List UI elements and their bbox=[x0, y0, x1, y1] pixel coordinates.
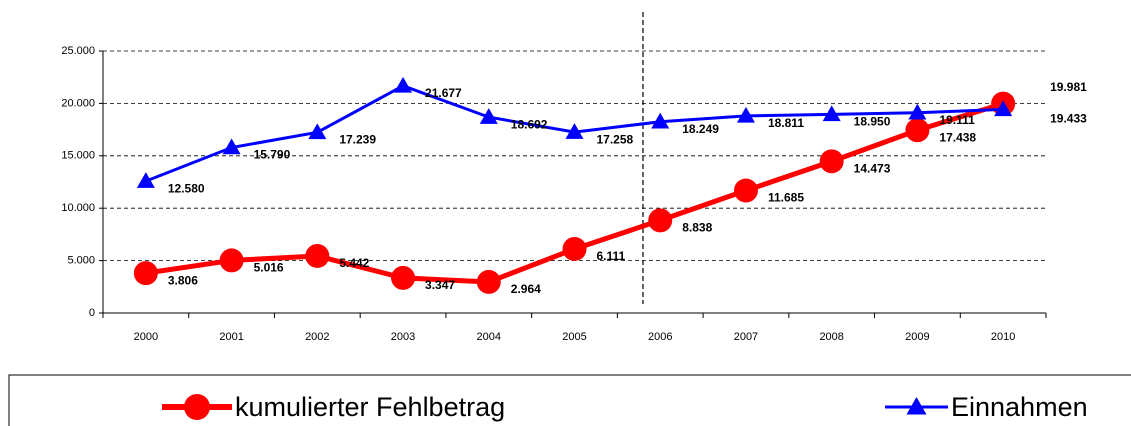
value-label: 17.438 bbox=[939, 130, 976, 144]
value-label: 5.442 bbox=[339, 256, 369, 270]
point bbox=[133, 261, 158, 286]
point bbox=[908, 103, 927, 120]
point bbox=[562, 236, 587, 261]
value-label: 18.950 bbox=[854, 115, 891, 129]
point bbox=[905, 118, 930, 143]
point bbox=[391, 265, 416, 290]
value-label: 12.580 bbox=[168, 181, 205, 195]
point bbox=[651, 112, 670, 129]
value-label: 17.239 bbox=[339, 133, 376, 147]
x-tick-label: 2000 bbox=[134, 331, 158, 343]
value-label: 18.692 bbox=[511, 117, 548, 131]
x-tick-label: 2005 bbox=[562, 331, 586, 343]
value-label: 21.677 bbox=[425, 86, 462, 100]
value-label: 14.473 bbox=[854, 161, 891, 175]
value-label: 8.838 bbox=[682, 221, 712, 235]
y-tick-label: 10.000 bbox=[61, 202, 95, 214]
point bbox=[994, 100, 1013, 117]
value-label: 6.111 bbox=[597, 249, 626, 263]
legend-marker bbox=[906, 397, 927, 415]
value-label: 3.347 bbox=[425, 278, 455, 292]
legend-label: kumulierter Fehlbetrag bbox=[235, 392, 505, 422]
x-tick-label: 2002 bbox=[305, 331, 329, 343]
legend-marker bbox=[184, 394, 210, 420]
y-tick-label: 15.000 bbox=[61, 150, 95, 162]
value-label: 18.249 bbox=[682, 122, 719, 136]
value-label: 11.685 bbox=[768, 191, 804, 205]
value-label: 5.016 bbox=[254, 261, 284, 275]
y-tick-label: 0 bbox=[89, 307, 95, 319]
point bbox=[219, 248, 244, 273]
value-label: 3.806 bbox=[168, 273, 198, 287]
value-label: 19.981 bbox=[1050, 80, 1087, 94]
legend-box bbox=[8, 374, 1131, 426]
point bbox=[308, 123, 327, 140]
point bbox=[822, 105, 841, 122]
y-tick-label: 5.000 bbox=[67, 255, 95, 267]
value-label: 18.811 bbox=[768, 116, 804, 130]
value-label: 17.258 bbox=[597, 132, 634, 146]
point bbox=[736, 106, 755, 123]
y-tick-label: 20.000 bbox=[61, 97, 95, 109]
point bbox=[648, 208, 673, 233]
point bbox=[305, 243, 330, 268]
value-label: 19.433 bbox=[1050, 112, 1087, 126]
point bbox=[222, 138, 241, 155]
point bbox=[476, 269, 501, 294]
y-tick-label: 25.000 bbox=[61, 45, 95, 57]
point bbox=[565, 123, 584, 139]
x-tick-label: 2006 bbox=[648, 331, 672, 343]
x-tick-label: 2010 bbox=[991, 331, 1015, 343]
point bbox=[136, 172, 155, 188]
value-label: 15.790 bbox=[254, 148, 291, 162]
legend-label: Einnahmen bbox=[951, 392, 1088, 422]
point bbox=[733, 178, 758, 203]
value-label: 2.964 bbox=[511, 282, 541, 296]
x-tick-label: 2003 bbox=[391, 331, 415, 343]
x-tick-label: 2001 bbox=[219, 331, 243, 343]
x-tick-label: 2004 bbox=[477, 331, 501, 343]
point bbox=[479, 108, 498, 124]
value-label: 19.111 bbox=[939, 113, 975, 127]
point bbox=[394, 76, 413, 93]
x-tick-label: 2007 bbox=[734, 331, 758, 343]
point bbox=[819, 149, 844, 174]
x-tick-label: 2008 bbox=[819, 331, 843, 343]
x-tick-label: 2009 bbox=[905, 331, 929, 343]
